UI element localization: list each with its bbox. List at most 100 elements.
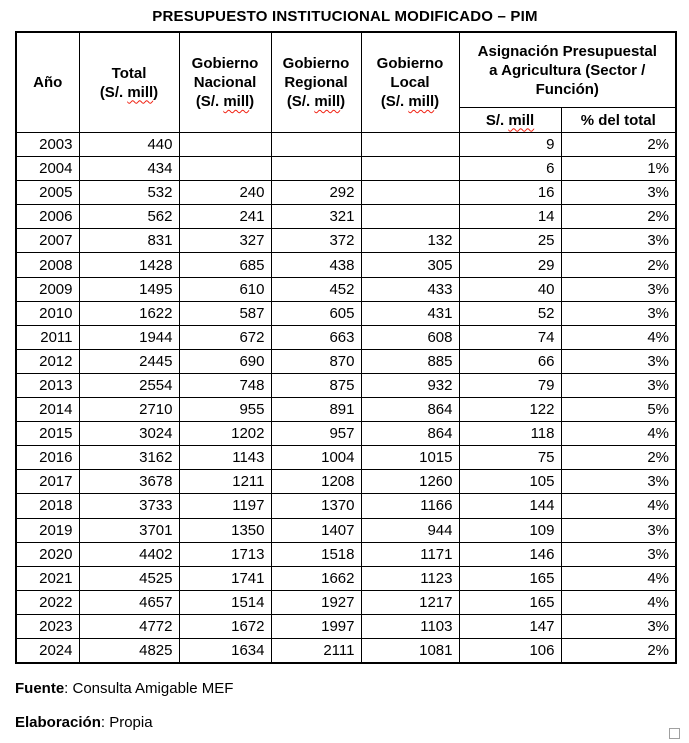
agricultura-pct-cell: 2%: [560, 252, 677, 278]
year-cell: 2024: [15, 637, 80, 664]
agricultura-pct-cell: 1%: [560, 156, 677, 182]
col-header-asignacion-label: Asignación Presupuestal a Agricultura (S…: [477, 42, 657, 98]
agricultura-mill-cell: 66: [458, 348, 562, 374]
agricultura-mill-cell: 40: [458, 276, 562, 302]
col-header-ano-label: Año: [33, 74, 63, 91]
col-header-ano: Año: [15, 31, 80, 133]
gobierno-local-cell: 1171: [360, 541, 460, 567]
agricultura-pct-cell: 3%: [560, 180, 677, 206]
gobierno-nacional-cell: 748: [178, 372, 272, 399]
gobierno-local-cell: 864: [360, 397, 460, 423]
agricultura-mill-cell: 52: [458, 300, 562, 326]
agricultura-pct-cell: 3%: [560, 469, 677, 495]
total-cell: 4525: [78, 565, 180, 591]
total-cell: 3162: [78, 445, 180, 471]
col-header-gobierno-local-label: Gobierno Local: [376, 55, 444, 91]
col-header-pct-del-total: % del total: [560, 107, 677, 133]
year-cell: 2013: [15, 372, 80, 399]
gobierno-regional-cell: 372: [270, 228, 362, 254]
gobierno-regional-cell: 452: [270, 276, 362, 302]
table-row: 2018 3733 1197 1370 1166 144 4%: [15, 493, 677, 519]
year-cell: 2021: [15, 565, 80, 591]
total-cell: 3701: [78, 517, 180, 543]
gobierno-regional-cell: 1927: [270, 589, 362, 615]
agricultura-mill-cell: 106: [458, 637, 562, 664]
gobierno-nacional-cell: 327: [178, 228, 272, 254]
table-row: 2013 2554 748 875 932 79 3%: [15, 372, 677, 399]
year-cell: 2005: [15, 180, 80, 206]
total-cell: 1428: [78, 252, 180, 278]
total-cell: 2710: [78, 397, 180, 423]
gobierno-regional-cell: 875: [270, 372, 362, 399]
col-header-gobierno-nacional-label: Gobierno Nacional: [191, 55, 259, 91]
total-cell: 2445: [78, 348, 180, 374]
agricultura-pct-cell: 2%: [560, 131, 677, 158]
total-cell: 4825: [78, 637, 180, 664]
page-title: PRESUPUESTO INSTITUCIONAL MODIFICADO – P…: [152, 8, 538, 25]
year-cell: 2008: [15, 252, 80, 278]
table-row: 2019 3701 1350 1407 944 109 3%: [15, 517, 677, 543]
total-cell: 3678: [78, 469, 180, 495]
table-row: 2009 1495 610 452 433 40 3%: [15, 276, 677, 302]
col-header-gobierno-local-unit: (S/. mill): [380, 93, 440, 110]
gobierno-nacional-cell: 241: [178, 204, 272, 230]
gobierno-regional-cell: 1997: [270, 613, 362, 639]
agricultura-mill-cell: 147: [458, 613, 562, 639]
total-cell: 4657: [78, 589, 180, 615]
table-row: 2010 1622 587 605 431 52 3%: [15, 300, 677, 326]
gobierno-nacional-cell: [178, 156, 272, 182]
gobierno-local-cell: 885: [360, 348, 460, 374]
table-row: 2015 3024 1202 957 864 118 4%: [15, 421, 677, 447]
col-header-gobierno-nacional: Gobierno Nacional (S/. mill): [178, 31, 272, 133]
agricultura-mill-cell: 122: [458, 397, 562, 423]
agricultura-mill-cell: 16: [458, 180, 562, 206]
year-cell: 2016: [15, 445, 80, 471]
agricultura-mill-cell: 14: [458, 204, 562, 230]
col-header-gobierno-regional-unit: (S/. mill): [286, 93, 346, 110]
agricultura-pct-cell: 3%: [560, 228, 677, 254]
agricultura-mill-cell: 9: [458, 131, 562, 158]
gobierno-local-cell: 864: [360, 421, 460, 447]
gobierno-regional-cell: 605: [270, 300, 362, 326]
gobierno-nacional-cell: 1197: [178, 493, 272, 519]
year-cell: 2003: [15, 131, 80, 158]
gobierno-nacional-cell: 1143: [178, 445, 272, 471]
gobierno-nacional-cell: 1350: [178, 517, 272, 543]
spellcheck-underline: mill: [127, 83, 154, 101]
col-header-asignacion: Asignación Presupuestal a Agricultura (S…: [458, 31, 677, 108]
agricultura-mill-cell: 29: [458, 252, 562, 278]
agricultura-pct-cell: 3%: [560, 348, 677, 374]
gobierno-regional-cell: 663: [270, 324, 362, 350]
gobierno-regional-cell: 292: [270, 180, 362, 206]
total-cell: 3024: [78, 421, 180, 447]
gobierno-local-cell: [360, 156, 460, 182]
year-cell: 2022: [15, 589, 80, 615]
col-header-gobierno-regional: Gobierno Regional (S/. mill): [270, 31, 362, 133]
agricultura-mill-cell: 165: [458, 565, 562, 591]
gobierno-local-cell: 433: [360, 276, 460, 302]
elaboration-note: Elaboración: Propia: [15, 713, 675, 732]
total-cell: 532: [78, 180, 180, 206]
agricultura-mill-cell: 109: [458, 517, 562, 543]
agricultura-pct-cell: 4%: [560, 324, 677, 350]
source-text: : Consulta Amigable MEF: [64, 680, 234, 698]
gobierno-regional-cell: 1407: [270, 517, 362, 543]
agricultura-pct-cell: 3%: [560, 613, 677, 639]
gobierno-local-cell: 1166: [360, 493, 460, 519]
spellcheck-underline: mill: [314, 93, 341, 110]
gobierno-nacional-cell: 1741: [178, 565, 272, 591]
gobierno-local-cell: 1217: [360, 589, 460, 615]
pim-table: Año Total (S/. mill) Gobierno Nacional (…: [15, 31, 677, 665]
gobierno-nacional-cell: 587: [178, 300, 272, 326]
gobierno-local-cell: 1081: [360, 637, 460, 664]
agricultura-mill-cell: 118: [458, 421, 562, 447]
total-cell: 2554: [78, 372, 180, 399]
col-header-gobierno-local: Gobierno Local (S/. mill): [360, 31, 460, 133]
table-row: 2021 4525 1741 1662 1123 165 4%: [15, 565, 677, 591]
header-row-main: Año Total (S/. mill) Gobierno Nacional (…: [15, 31, 677, 133]
total-cell: 4402: [78, 541, 180, 567]
gobierno-nacional-cell: 690: [178, 348, 272, 374]
gobierno-regional-cell: 891: [270, 397, 362, 423]
table-row: 2022 4657 1514 1927 1217 165 4%: [15, 589, 677, 615]
